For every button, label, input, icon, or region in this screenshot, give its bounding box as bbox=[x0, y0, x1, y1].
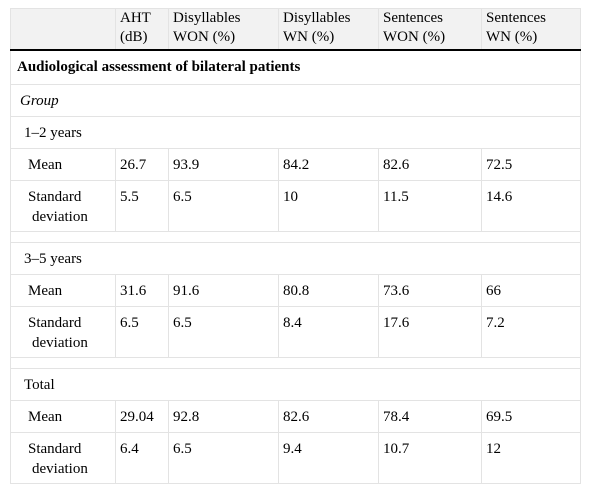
spacer-row bbox=[10, 231, 581, 243]
header-disyllables-wn: Disyllables WN (%) bbox=[278, 8, 379, 51]
cell-disyllables-wn: 10 bbox=[278, 180, 379, 232]
subgroup-name: 1–2 years bbox=[10, 116, 581, 149]
table-row: Mean 29.04 92.8 82.6 78.4 69.5 bbox=[10, 400, 581, 433]
cell-aht: 26.7 bbox=[115, 148, 169, 181]
subgroup-name: 3–5 years bbox=[10, 242, 581, 275]
cell-sentences-wn: 66 bbox=[481, 274, 581, 307]
subgroup-row: 3–5 years bbox=[10, 242, 581, 275]
header-empty bbox=[10, 8, 116, 51]
cell-sentences-won: 11.5 bbox=[378, 180, 482, 232]
cell-sentences-won: 78.4 bbox=[378, 400, 482, 433]
cell-disyllables-won: 6.5 bbox=[168, 306, 279, 358]
cell-sentences-wn: 14.6 bbox=[481, 180, 581, 232]
row-label-sd: Standard deviation bbox=[10, 432, 116, 484]
cell-sentences-wn: 72.5 bbox=[481, 148, 581, 181]
cell-disyllables-won: 91.6 bbox=[168, 274, 279, 307]
subgroup-row: Total bbox=[10, 368, 581, 401]
cell-sentences-won: 17.6 bbox=[378, 306, 482, 358]
cell-aht: 6.4 bbox=[115, 432, 169, 484]
row-label-sd: Standard deviation bbox=[10, 306, 116, 358]
row-label-sd: Standard deviation bbox=[10, 180, 116, 232]
subgroup-name: Total bbox=[10, 368, 581, 401]
cell-disyllables-wn: 84.2 bbox=[278, 148, 379, 181]
spacer bbox=[10, 357, 581, 369]
cell-disyllables-won: 6.5 bbox=[168, 432, 279, 484]
cell-disyllables-wn: 8.4 bbox=[278, 306, 379, 358]
cell-aht: 5.5 bbox=[115, 180, 169, 232]
cell-sentences-won: 10.7 bbox=[378, 432, 482, 484]
results-table: AHT (dB) Disyllables WON (%) Disyllables WN… bbox=[10, 8, 581, 484]
cell-sentences-wn: 69.5 bbox=[481, 400, 581, 433]
table-row: Standard deviation 6.4 6.5 9.4 10.7 12 bbox=[10, 432, 581, 484]
cell-disyllables-wn: 9.4 bbox=[278, 432, 379, 484]
table-row: Standard deviation 6.5 6.5 8.4 17.6 7.2 bbox=[10, 306, 581, 358]
cell-aht: 31.6 bbox=[115, 274, 169, 307]
spacer bbox=[10, 231, 581, 243]
cell-disyllables-won: 93.9 bbox=[168, 148, 279, 181]
spacer-row bbox=[10, 357, 581, 369]
cell-disyllables-wn: 80.8 bbox=[278, 274, 379, 307]
header-row: AHT (dB) Disyllables WON (%) Disyllables WN… bbox=[10, 8, 581, 51]
header-disyllables-won: Disyllables WON (%) bbox=[168, 8, 279, 51]
row-label-mean: Mean bbox=[10, 400, 116, 433]
cell-sentences-wn: 7.2 bbox=[481, 306, 581, 358]
cell-sentences-wn: 12 bbox=[481, 432, 581, 484]
table-row: Mean 31.6 91.6 80.8 73.6 66 bbox=[10, 274, 581, 307]
cell-sentences-won: 73.6 bbox=[378, 274, 482, 307]
cell-disyllables-won: 92.8 bbox=[168, 400, 279, 433]
group-header-row: Group bbox=[10, 84, 581, 117]
header-sentences-won: Sentences WON (%) bbox=[378, 8, 482, 51]
cell-disyllables-won: 6.5 bbox=[168, 180, 279, 232]
section-row: Audiological assessment of bilateral pat… bbox=[10, 49, 581, 85]
cell-aht: 29.04 bbox=[115, 400, 169, 433]
row-label-mean: Mean bbox=[10, 274, 116, 307]
table-row: Standard deviation 5.5 6.5 10 11.5 14.6 bbox=[10, 180, 581, 232]
header-sentences-wn: Sentences WN (%) bbox=[481, 8, 581, 51]
row-label-mean: Mean bbox=[10, 148, 116, 181]
group-label: Group bbox=[10, 84, 581, 117]
cell-disyllables-wn: 82.6 bbox=[278, 400, 379, 433]
subgroup-row: 1–2 years bbox=[10, 116, 581, 149]
cell-aht: 6.5 bbox=[115, 306, 169, 358]
cell-sentences-won: 82.6 bbox=[378, 148, 482, 181]
section-title: Audiological assessment of bilateral pat… bbox=[10, 49, 581, 85]
table-row: Mean 26.7 93.9 84.2 82.6 72.5 bbox=[10, 148, 581, 181]
header-aht: AHT (dB) bbox=[115, 8, 169, 51]
